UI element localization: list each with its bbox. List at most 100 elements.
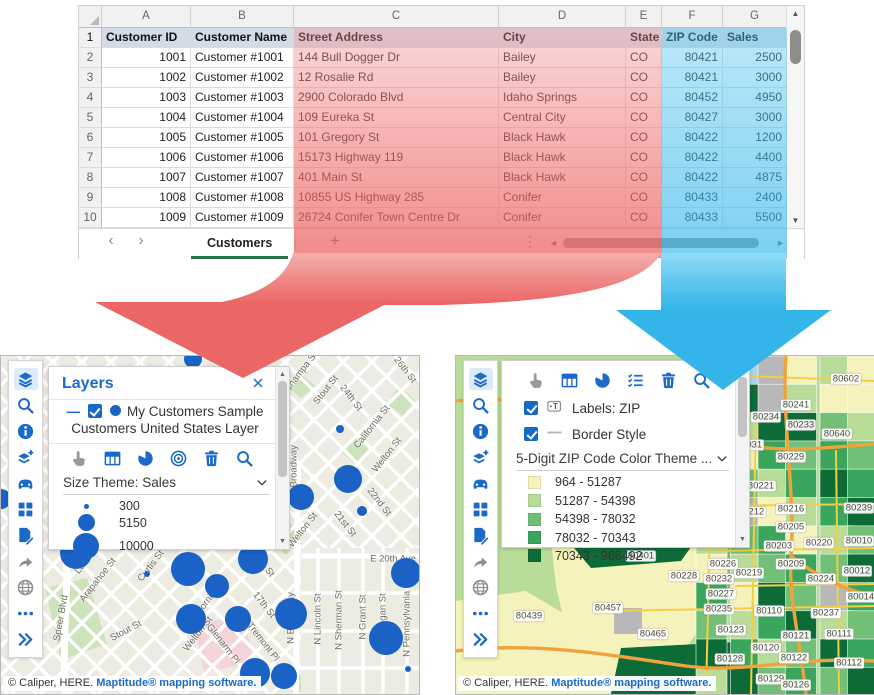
pointer-hand-icon[interactable] <box>70 449 90 469</box>
sheet-nav-left-icon[interactable]: ‹ <box>101 232 121 250</box>
data-cell[interactable]: Customer #1004 <box>191 108 294 128</box>
data-cell[interactable]: Customer #1005 <box>191 128 294 148</box>
field-header-cell[interactable]: Customer ID <box>102 28 191 48</box>
share-arrow-icon[interactable] <box>14 550 38 572</box>
scroll-right-icon[interactable]: ► <box>776 238 785 248</box>
data-cell[interactable]: Conifer <box>499 208 626 228</box>
select-all-corner[interactable] <box>79 6 102 28</box>
data-cell[interactable]: 80422 <box>662 168 723 188</box>
data-cell[interactable]: 80433 <box>662 188 723 208</box>
customer-sales-bubble[interactable] <box>357 506 367 516</box>
data-cell[interactable]: 3000 <box>723 108 787 128</box>
data-cell[interactable]: 2400 <box>723 188 787 208</box>
data-cell[interactable]: 10855 US Highway 285 <box>294 188 499 208</box>
target-icon[interactable] <box>169 449 189 469</box>
search-icon[interactable] <box>692 371 712 391</box>
column-header-A[interactable]: A <box>102 6 191 28</box>
info-icon[interactable] <box>14 420 38 442</box>
add-sheet-icon[interactable]: + <box>324 231 346 251</box>
data-cell[interactable]: Conifer <box>499 188 626 208</box>
layers-icon[interactable] <box>14 368 38 390</box>
globe-icon[interactable] <box>469 576 493 598</box>
double-chevron-icon[interactable] <box>469 628 493 650</box>
data-cell[interactable]: Customer #1008 <box>191 188 294 208</box>
data-cell[interactable]: Customer #1002 <box>191 68 294 88</box>
customer-sales-bubble[interactable] <box>225 606 251 632</box>
scroll-left-icon[interactable]: ◄ <box>549 238 558 248</box>
data-cell[interactable]: 109 Eureka St <box>294 108 499 128</box>
maptitude-link[interactable]: Maptitude® mapping software. <box>551 677 711 689</box>
row-number[interactable]: 7 <box>79 148 102 168</box>
data-cell[interactable]: Customer #1006 <box>191 148 294 168</box>
chevron-down-icon[interactable] <box>715 452 729 466</box>
data-cell[interactable]: Customer #1007 <box>191 168 294 188</box>
collapse-icon[interactable]: — <box>66 404 80 419</box>
data-cell[interactable]: 5500 <box>723 208 787 228</box>
data-cell[interactable]: CO <box>626 188 662 208</box>
column-header-G[interactable]: G <box>723 6 787 28</box>
customer-sales-bubble[interactable] <box>176 604 206 634</box>
data-cell[interactable]: CO <box>626 208 662 228</box>
layers-plus-icon[interactable] <box>14 446 38 468</box>
data-cell[interactable]: 1001 <box>102 48 191 68</box>
data-cell[interactable]: CO <box>626 148 662 168</box>
data-cell[interactable]: Bailey <box>499 68 626 88</box>
data-cell[interactable]: 4875 <box>723 168 787 188</box>
maptitude-link[interactable]: Maptitude® mapping software. <box>96 677 256 689</box>
search-icon[interactable] <box>14 394 38 416</box>
ellipsis-icon[interactable] <box>469 602 493 624</box>
border-checkbox[interactable] <box>524 427 538 441</box>
data-cell[interactable]: Black Hawk <box>499 148 626 168</box>
scroll-up-icon[interactable]: ▲ <box>787 9 804 18</box>
customer-sales-bubble[interactable] <box>144 571 150 577</box>
field-header-cell[interactable]: State <box>626 28 662 48</box>
bubble-map[interactable]: Champa St26th StStout St24th StCaliforni… <box>0 355 420 695</box>
search-icon[interactable] <box>235 449 255 469</box>
vscroll-thumb[interactable] <box>790 30 801 64</box>
data-cell[interactable]: 4400 <box>723 148 787 168</box>
sheet-horizontal-scrollbar[interactable]: ◄ ► <box>549 237 785 249</box>
column-header-B[interactable]: B <box>191 6 294 28</box>
data-cell[interactable]: Customer #1001 <box>191 48 294 68</box>
data-cell[interactable]: CO <box>626 68 662 88</box>
data-cell[interactable]: CO <box>626 88 662 108</box>
layers-icon[interactable] <box>469 368 493 390</box>
zip-choropleth-map[interactable]: 8060280241802348023380640800318022980221… <box>455 355 874 695</box>
zip-color-theme-selector[interactable]: 5-Digit ZIP Code Color Theme ... <box>516 451 729 471</box>
row-number[interactable]: 10 <box>79 208 102 228</box>
data-cell[interactable]: 80421 <box>662 48 723 68</box>
panel-scrollbar[interactable]: ▲▼ <box>735 361 749 547</box>
pie-icon[interactable] <box>136 449 156 469</box>
column-header-C[interactable]: C <box>294 6 499 28</box>
row-number[interactable]: 4 <box>79 88 102 108</box>
data-cell[interactable]: 144 Bull Dogger Dr <box>294 48 499 68</box>
sheet-tab-customers[interactable]: Customers <box>191 229 288 259</box>
grid-icon[interactable] <box>469 498 493 520</box>
data-cell[interactable]: 1002 <box>102 68 191 88</box>
data-cell[interactable]: 1005 <box>102 128 191 148</box>
table-icon[interactable] <box>103 449 123 469</box>
sheet-nav-right-icon[interactable]: › <box>131 232 151 250</box>
data-cell[interactable]: CO <box>626 48 662 68</box>
customer-sales-bubble[interactable] <box>334 465 362 493</box>
data-cell[interactable]: Idaho Springs <box>499 88 626 108</box>
layers-plus-icon[interactable] <box>469 446 493 468</box>
double-chevron-icon[interactable] <box>14 628 38 650</box>
data-cell[interactable]: 3000 <box>723 68 787 88</box>
chevron-down-icon[interactable] <box>255 476 269 490</box>
customer-sales-bubble[interactable] <box>369 621 403 655</box>
customer-sales-bubble[interactable] <box>288 484 314 510</box>
column-header-D[interactable]: D <box>499 6 626 28</box>
customer-sales-bubble[interactable] <box>336 425 344 433</box>
layer-row[interactable]: —My Customers Sample Customers United St… <box>59 403 271 437</box>
more-sheets-icon[interactable]: ⋮ <box>523 233 537 250</box>
search-icon[interactable] <box>469 394 493 416</box>
data-cell[interactable]: 15173 Highway 119 <box>294 148 499 168</box>
labels-checkbox[interactable] <box>524 401 538 415</box>
field-header-cell[interactable]: Sales <box>723 28 787 48</box>
data-cell[interactable]: 1008 <box>102 188 191 208</box>
field-header-cell[interactable]: Customer Name <box>191 28 294 48</box>
data-cell[interactable]: 1200 <box>723 128 787 148</box>
close-icon[interactable] <box>251 376 267 392</box>
data-cell[interactable]: 80422 <box>662 148 723 168</box>
